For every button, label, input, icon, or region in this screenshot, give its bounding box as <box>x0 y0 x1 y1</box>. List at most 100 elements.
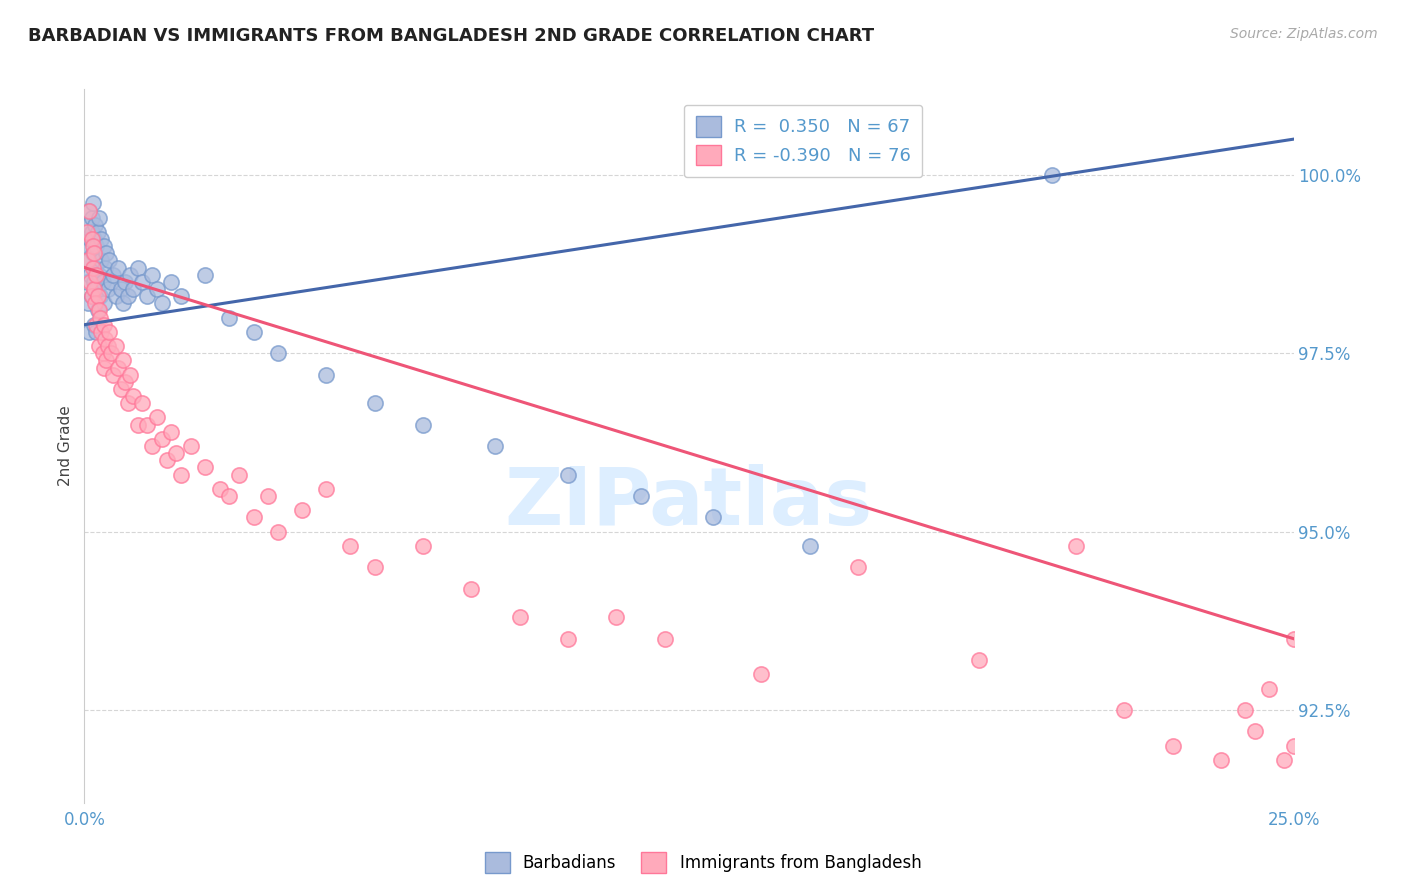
Point <box>194 268 217 282</box>
Point <box>150 296 173 310</box>
Point <box>94 353 117 368</box>
Point <box>107 360 129 375</box>
Point <box>80 289 103 303</box>
Point <box>846 560 869 574</box>
Point <box>110 282 132 296</box>
Point <box>89 289 111 303</box>
Point <box>121 282 143 296</box>
Point <box>80 211 103 225</box>
Point <box>751 667 773 681</box>
Y-axis label: 2nd Grade: 2nd Grade <box>58 406 73 486</box>
Point <box>87 289 110 303</box>
Point <box>160 425 183 439</box>
Point <box>194 460 217 475</box>
Point <box>228 467 250 482</box>
Point <box>363 560 385 574</box>
Point <box>509 610 531 624</box>
Point <box>267 346 290 360</box>
Point <box>93 332 115 346</box>
Point <box>93 296 115 310</box>
Point <box>120 368 142 382</box>
Point <box>79 268 101 282</box>
Point <box>100 346 122 360</box>
Point <box>107 260 129 275</box>
Point <box>97 253 120 268</box>
Point <box>180 439 202 453</box>
Point <box>315 368 337 382</box>
Point <box>90 253 112 268</box>
Point <box>80 289 103 303</box>
Point <box>93 260 115 275</box>
Text: Source: ZipAtlas.com: Source: ZipAtlas.com <box>1230 27 1378 41</box>
Point <box>557 632 579 646</box>
Point <box>114 275 136 289</box>
Point <box>84 218 107 232</box>
Point <box>87 211 110 225</box>
Point <box>218 310 240 325</box>
Point <box>76 239 98 253</box>
Point <box>1161 739 1184 753</box>
Point <box>131 275 153 289</box>
Point <box>83 318 105 332</box>
Point <box>218 489 240 503</box>
Point <box>114 375 136 389</box>
Point <box>1114 703 1136 717</box>
Point <box>136 289 159 303</box>
Point <box>76 275 98 289</box>
Legend: Barbadians, Immigrants from Bangladesh: Barbadians, Immigrants from Bangladesh <box>478 846 928 880</box>
Point <box>77 203 100 218</box>
Point <box>97 282 120 296</box>
Point <box>141 268 163 282</box>
Point <box>654 632 676 646</box>
Point <box>155 453 177 467</box>
Point <box>141 439 163 453</box>
Point <box>82 246 104 260</box>
Point <box>702 510 724 524</box>
Point <box>93 360 115 375</box>
Point <box>104 339 127 353</box>
Point <box>87 303 110 318</box>
Point <box>86 318 108 332</box>
Point <box>315 482 337 496</box>
Point <box>103 368 125 382</box>
Point <box>84 260 107 275</box>
Point <box>127 260 149 275</box>
Point <box>160 275 183 289</box>
Point <box>170 289 193 303</box>
Point <box>90 232 112 246</box>
Point <box>79 232 101 246</box>
Point <box>76 225 98 239</box>
Point <box>112 296 135 310</box>
Point <box>87 339 110 353</box>
Point <box>82 239 104 253</box>
Point <box>83 282 105 296</box>
Point <box>967 653 990 667</box>
Point <box>146 410 169 425</box>
Point <box>127 417 149 432</box>
Point <box>80 232 103 246</box>
Point <box>605 610 627 624</box>
Point <box>117 289 139 303</box>
Point <box>165 446 187 460</box>
Point <box>121 389 143 403</box>
Legend: R =  0.350   N = 67, R = -0.390   N = 76: R = 0.350 N = 67, R = -0.390 N = 76 <box>683 104 922 177</box>
Point <box>1282 632 1305 646</box>
Point <box>100 275 122 289</box>
Point <box>80 225 103 239</box>
Point <box>630 489 652 503</box>
Point <box>484 439 506 453</box>
Point <box>170 467 193 482</box>
Point <box>86 239 108 253</box>
Point <box>131 396 153 410</box>
Point <box>87 303 110 318</box>
Point <box>91 346 114 360</box>
Point <box>1234 703 1257 717</box>
Point <box>93 318 115 332</box>
Point <box>83 246 105 260</box>
Point <box>799 539 821 553</box>
Point <box>110 382 132 396</box>
Point <box>94 246 117 260</box>
Point <box>242 325 264 339</box>
Point <box>1040 168 1063 182</box>
Point <box>86 325 108 339</box>
